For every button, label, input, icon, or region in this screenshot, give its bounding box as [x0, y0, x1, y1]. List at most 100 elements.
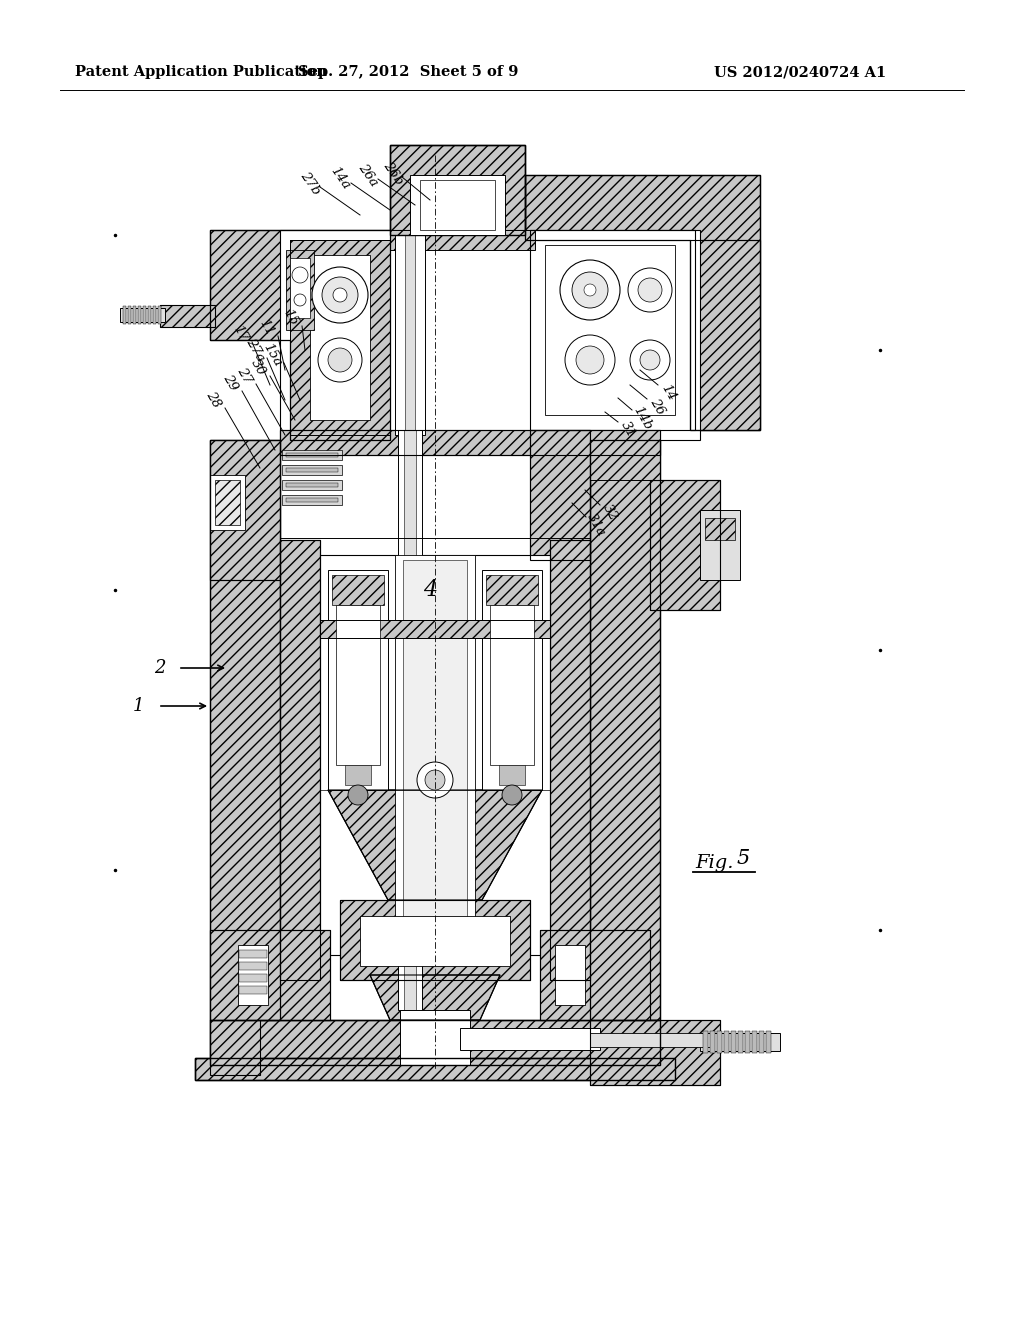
Bar [540, 931, 650, 1020]
Bar [703, 1031, 708, 1053]
Bar [210, 440, 280, 579]
Bar [400, 1010, 470, 1065]
Circle shape [312, 267, 368, 323]
Circle shape [628, 268, 672, 312]
Bar [282, 465, 342, 475]
Polygon shape [210, 230, 390, 440]
Bar [550, 540, 590, 979]
Bar [724, 1031, 729, 1053]
Bar [195, 1059, 675, 1080]
Bar [731, 1031, 736, 1053]
Circle shape [318, 338, 362, 381]
Bar [148, 306, 151, 323]
Bar [282, 450, 342, 459]
Bar [280, 540, 319, 979]
Bar [590, 1020, 720, 1085]
Text: Patent Application Publication: Patent Application Publication [75, 65, 327, 79]
Circle shape [294, 294, 306, 306]
Bar [530, 430, 590, 560]
Bar [555, 945, 585, 1005]
Bar [590, 440, 660, 1020]
Bar [650, 480, 720, 610]
Text: 27a: 27a [244, 337, 267, 364]
Bar [239, 950, 267, 958]
Text: 15a: 15a [260, 341, 284, 368]
Circle shape [348, 785, 368, 805]
Bar [160, 305, 215, 327]
Bar [410, 176, 505, 235]
Text: 2: 2 [155, 659, 166, 677]
Bar [210, 1020, 660, 1065]
Text: 26a: 26a [355, 161, 380, 189]
Bar [530, 230, 695, 430]
Bar [210, 440, 280, 1020]
Bar [239, 962, 267, 970]
Bar [540, 931, 650, 1020]
Polygon shape [525, 176, 760, 430]
Bar [210, 475, 245, 531]
Bar [738, 1031, 743, 1053]
Bar [280, 540, 319, 979]
Bar [336, 605, 380, 766]
Bar [717, 1031, 722, 1053]
Bar [700, 1034, 780, 1051]
Text: 27b: 27b [297, 169, 323, 197]
Bar [158, 306, 161, 323]
Text: Fig.: Fig. [695, 854, 733, 873]
Circle shape [292, 267, 308, 282]
Circle shape [640, 350, 660, 370]
Bar [215, 480, 240, 525]
Circle shape [417, 762, 453, 799]
Text: 15: 15 [281, 308, 300, 329]
Bar [286, 453, 338, 457]
Bar [290, 240, 390, 436]
Bar [766, 1031, 771, 1053]
Bar [210, 440, 280, 1020]
Text: Sep. 27, 2012  Sheet 5 of 9: Sep. 27, 2012 Sheet 5 of 9 [298, 65, 518, 79]
Bar [530, 230, 695, 430]
Text: 28: 28 [203, 389, 223, 411]
Bar [319, 620, 550, 638]
Bar [398, 430, 422, 1010]
Bar [420, 180, 495, 230]
Bar [290, 240, 390, 436]
Bar [286, 469, 338, 473]
Bar [700, 510, 740, 579]
Bar [195, 1059, 675, 1080]
Bar [310, 255, 370, 420]
Bar [210, 1020, 660, 1065]
Text: 14b: 14b [630, 404, 654, 432]
Bar [123, 306, 126, 323]
Circle shape [328, 348, 352, 372]
Bar [280, 430, 660, 455]
Bar [395, 235, 425, 436]
Text: 26: 26 [647, 396, 667, 417]
Circle shape [322, 277, 358, 313]
Bar [545, 246, 675, 414]
Bar [153, 306, 156, 323]
Bar [280, 430, 660, 455]
Text: US 2012/0240724 A1: US 2012/0240724 A1 [714, 65, 886, 79]
Bar [332, 576, 384, 605]
Polygon shape [328, 789, 542, 900]
Bar [530, 430, 590, 560]
Bar [550, 540, 590, 979]
Text: 11: 11 [256, 318, 275, 338]
Circle shape [630, 341, 670, 380]
Bar [759, 1031, 764, 1053]
Bar [319, 554, 550, 954]
Circle shape [502, 785, 522, 805]
Bar [590, 1020, 720, 1085]
Circle shape [425, 770, 445, 789]
Bar [482, 570, 542, 789]
Polygon shape [370, 975, 500, 1020]
Bar [138, 306, 141, 323]
Circle shape [575, 346, 604, 374]
Bar [133, 306, 136, 323]
Bar [290, 257, 310, 318]
Bar [403, 560, 467, 950]
Text: 30: 30 [248, 358, 268, 379]
Text: 31: 31 [618, 420, 638, 441]
Bar [390, 145, 525, 235]
Bar [490, 605, 534, 766]
